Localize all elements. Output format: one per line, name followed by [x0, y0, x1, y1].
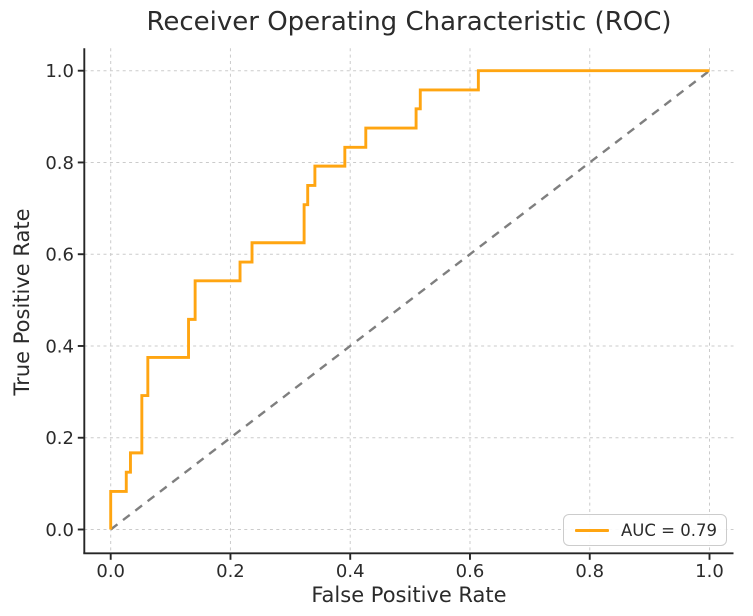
x-tick-label: 0.4: [336, 561, 365, 582]
x-tick-label: 0.0: [96, 561, 125, 582]
x-tick-label: 1.0: [695, 561, 724, 582]
legend-label: AUC = 0.79: [621, 520, 717, 540]
x-tick-label: 0.8: [575, 561, 604, 582]
roc-curve: [109, 69, 710, 530]
chance-diagonal-line: [109, 69, 711, 531]
legend-roc-line-sample: [575, 528, 609, 532]
y-tick-label: 0.0: [45, 520, 74, 541]
y-tick-label: 0.6: [45, 245, 74, 266]
y-tick-label: 0.4: [45, 336, 74, 357]
legend: AUC = 0.79: [563, 514, 727, 546]
y-tick-label: 0.2: [45, 428, 74, 449]
y-axis-label: True Positive Rate: [10, 208, 34, 396]
chart-title: Receiver Operating Characteristic (ROC): [146, 7, 672, 37]
y-tick-label: 1.0: [45, 61, 74, 82]
x-tick-label: 0.2: [216, 561, 245, 582]
x-axis-label: False Positive Rate: [311, 583, 507, 607]
x-tick-label: 0.6: [456, 561, 485, 582]
y-tick-label: 0.8: [45, 153, 74, 174]
